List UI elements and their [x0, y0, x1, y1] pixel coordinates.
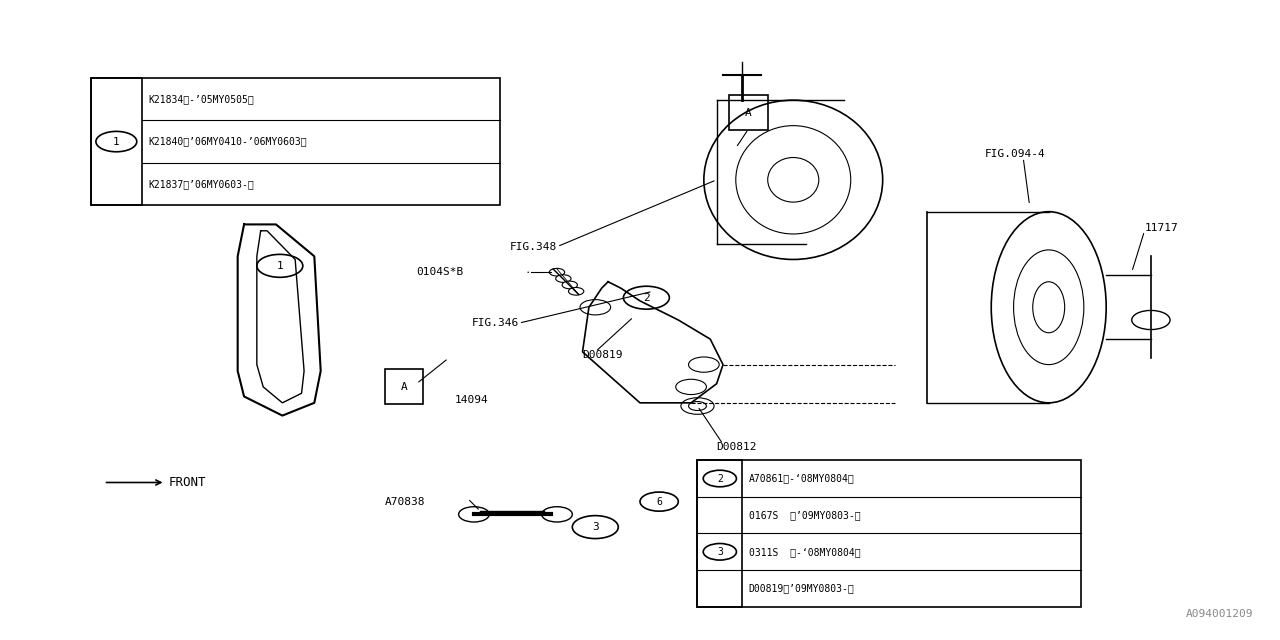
Text: FIG.094-4: FIG.094-4 [984, 149, 1046, 159]
Text: K21837（’06MY0603-）: K21837（’06MY0603-） [148, 179, 253, 189]
Text: K21834（-’05MY0505）: K21834（-’05MY0505） [148, 94, 253, 104]
Circle shape [568, 287, 584, 295]
Text: D00812: D00812 [717, 442, 758, 452]
Circle shape [549, 268, 564, 276]
Text: D00819（’09MY0803-）: D00819（’09MY0803-） [749, 584, 854, 593]
Text: 6: 6 [657, 497, 662, 507]
Text: 2: 2 [717, 474, 723, 483]
Text: 11717: 11717 [1144, 223, 1179, 232]
Text: A: A [745, 108, 751, 118]
Text: 2: 2 [643, 292, 650, 303]
Text: 1: 1 [113, 136, 120, 147]
Text: A70838: A70838 [384, 497, 425, 507]
Text: 0167S  （’09MY0803-）: 0167S （’09MY0803-） [749, 510, 860, 520]
Circle shape [556, 275, 571, 282]
Text: 3: 3 [717, 547, 723, 557]
Text: 0104S*B: 0104S*B [416, 268, 463, 277]
Circle shape [562, 281, 577, 289]
Text: 0311S  （-‘08MY0804）: 0311S （-‘08MY0804） [749, 547, 860, 557]
Text: FIG.348: FIG.348 [509, 242, 557, 252]
Text: 3: 3 [591, 522, 599, 532]
Text: 14094: 14094 [454, 395, 489, 404]
Text: A70861（-‘08MY0804）: A70861（-‘08MY0804） [749, 474, 854, 483]
Text: K21840（’06MY0410-’06MY0603）: K21840（’06MY0410-’06MY0603） [148, 136, 307, 147]
Text: FIG.346: FIG.346 [471, 318, 518, 328]
Text: FRONT: FRONT [106, 476, 206, 489]
Text: D00819: D00819 [582, 350, 623, 360]
Text: A: A [401, 382, 407, 392]
Text: A094001209: A094001209 [1185, 609, 1253, 620]
Text: 1: 1 [276, 261, 283, 271]
